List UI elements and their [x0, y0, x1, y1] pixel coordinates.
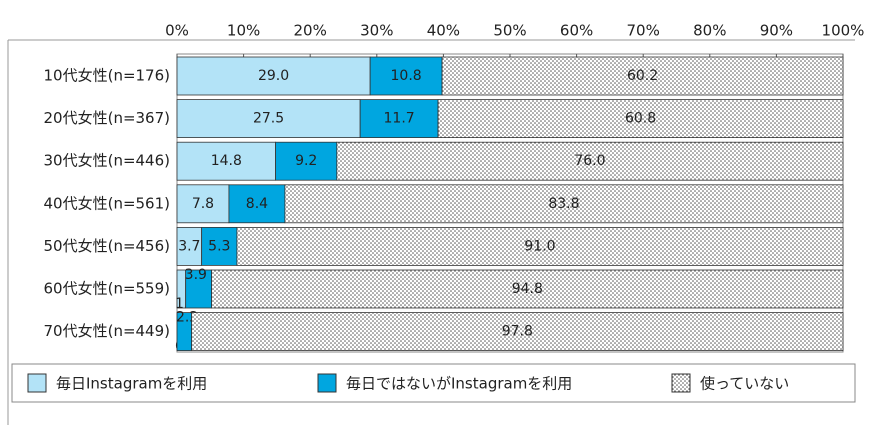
bar-segment — [176, 184, 230, 224]
x-tick-label: 60% — [560, 22, 593, 40]
category-label: 40代女性(n=561) — [44, 194, 171, 212]
category-label: 50代女性(n=456) — [44, 237, 171, 255]
value-label: 9.2 — [295, 153, 317, 169]
x-tick-label: 10% — [227, 22, 260, 40]
category-label: 70代女性(n=449) — [44, 322, 171, 340]
legend-label: 毎日ではないがInstagramを利用 — [346, 375, 572, 393]
x-tick-label: 40% — [427, 22, 460, 40]
value-label: 60.8 — [625, 111, 656, 127]
legend-swatch — [317, 373, 337, 393]
bar-segment — [176, 99, 361, 138]
value-label: 3.7 — [178, 238, 200, 254]
value-label: 97.8 — [502, 324, 533, 340]
value-label: 76.0 — [574, 153, 605, 169]
bar-segment — [211, 269, 844, 309]
bar-segment — [176, 56, 371, 96]
x-tick-label: 0% — [165, 22, 189, 40]
legend-box — [11, 363, 856, 403]
x-tick-label: 90% — [760, 22, 793, 40]
legend-swatch — [27, 373, 47, 393]
frame — [7, 39, 855, 425]
bar-segment — [191, 312, 844, 352]
x-tick-label: 100% — [822, 22, 865, 40]
value-label: 10.8 — [391, 68, 422, 84]
value-label: 91.0 — [524, 238, 555, 254]
value-label: 8.4 — [246, 196, 268, 212]
x-tick-label: 70% — [627, 22, 660, 40]
bar-segment — [369, 56, 443, 96]
value-label: 3.9 — [185, 267, 207, 283]
value-label: 29.0 — [258, 68, 289, 84]
category-label: 10代女性(n=176) — [44, 67, 171, 85]
bar-segment — [336, 141, 844, 181]
category-label: 30代女性(n=446) — [44, 152, 171, 170]
value-label: 94.8 — [512, 281, 543, 297]
value-label: 11.7 — [384, 111, 415, 127]
x-tick-label: 80% — [693, 22, 726, 40]
value-label: 5.3 — [208, 238, 230, 254]
legend-label: 使っていない — [700, 375, 789, 393]
category-label: 60代女性(n=559) — [44, 280, 171, 298]
value-label: 60.2 — [627, 68, 658, 84]
value-label: 83.8 — [548, 196, 579, 212]
value-label: 27.5 — [253, 111, 284, 127]
legend-label: 毎日Instagramを利用 — [56, 375, 207, 393]
bar-segment — [228, 184, 286, 224]
x-tick-label: 30% — [360, 22, 393, 40]
legend-swatch — [671, 373, 691, 393]
category-label: 20代女性(n=367) — [44, 109, 171, 127]
bar-segment — [201, 226, 238, 266]
bar-segment — [441, 56, 844, 96]
value-label: 7.8 — [192, 196, 214, 212]
bar-segment — [236, 226, 844, 266]
bar-segment — [176, 141, 276, 181]
bar-segment — [284, 184, 844, 224]
x-tick-label: 50% — [493, 22, 526, 40]
bar-segment — [437, 99, 844, 138]
value-label: 14.8 — [211, 153, 242, 169]
x-tick-label: 20% — [294, 22, 327, 40]
